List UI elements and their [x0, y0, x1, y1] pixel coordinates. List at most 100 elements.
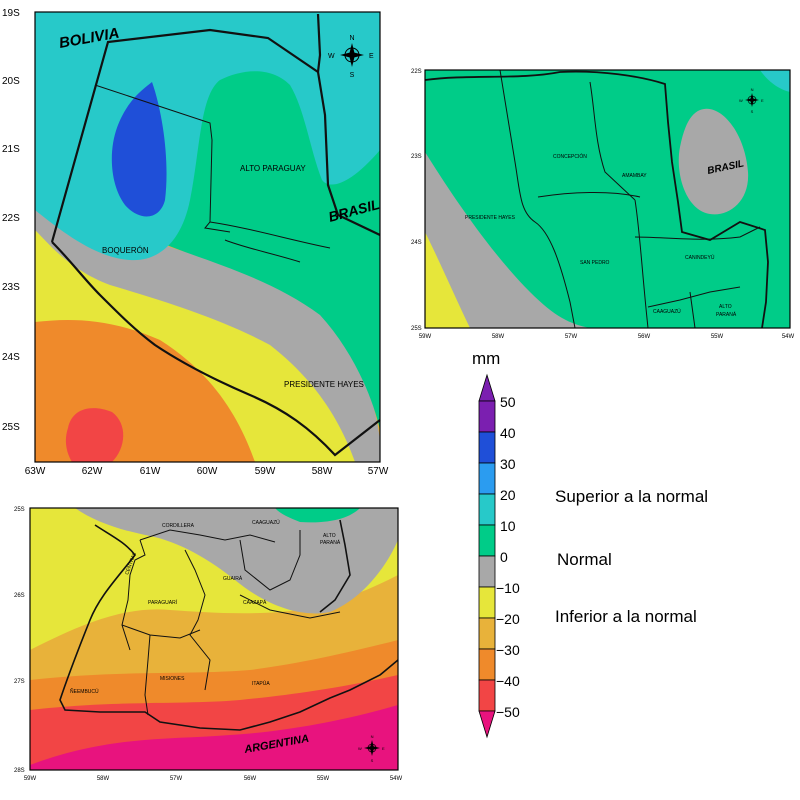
lat-axis: 22S 23S 24S 25S: [411, 69, 422, 332]
lat-label: 24S: [411, 240, 422, 246]
lat-label: 26S: [14, 593, 25, 599]
map-north: 22S 23S 24S 25S 59W 58W 57W 56W 55W 54W …: [410, 62, 800, 342]
colorbar-bottom-arrow: [478, 710, 496, 739]
lat-label: 22S: [411, 69, 422, 75]
lon-label: 56W: [244, 776, 257, 782]
map-south-svg: 25S 26S 27S 28S 59W 58W 57W 56W 55W 54W …: [14, 507, 403, 782]
dept-label-caazapa: CAAZAPÁ: [243, 599, 267, 606]
dept-label-caaguazu: CAAGUAZÚ: [252, 519, 280, 526]
department-borders: [121, 529, 341, 716]
colorbar-tick: −40: [496, 673, 520, 689]
colorbar-segment: [478, 524, 496, 557]
dept-label-guaira: GUAIRÁ: [223, 575, 243, 582]
colorbar-segment: [478, 431, 496, 464]
lon-label: 57W: [170, 776, 183, 782]
compass-s: S: [350, 72, 355, 79]
lon-label: 58W: [97, 776, 110, 782]
map-south: 25S 26S 27S 28S 59W 58W 57W 56W 55W 54W …: [0, 500, 410, 790]
dept-label-alto-parana: PARANÁ: [716, 311, 737, 318]
lon-label: 55W: [711, 334, 724, 340]
compass-w: W: [358, 746, 362, 751]
compass-e: E: [761, 98, 764, 103]
lat-label: 23S: [411, 154, 422, 160]
dept-label-boqueron: BOQUERÓN: [102, 246, 149, 255]
lon-label: 59W: [419, 334, 432, 340]
lon-label: 58W: [312, 466, 333, 477]
colorbar: mm 50 40 30 20 10 0 −10 −20 −30 −40 −50: [460, 345, 540, 775]
dept-label-neembucu: ÑEEMBUCÚ: [70, 688, 99, 695]
map-chaco-svg: 19S 20S 21S 22S 23S 24S 25S 63W 62W 61W …: [2, 8, 389, 477]
lat-axis: 19S 20S 21S 22S 23S 24S 25S: [2, 8, 20, 433]
dept-label-presidente-hayes: PRESIDENTE HAYES: [465, 215, 516, 221]
lon-label: 62W: [82, 466, 103, 477]
compass-w: W: [739, 98, 743, 103]
dept-label-presidente-hayes: PRESIDENTE HAYES: [284, 380, 364, 389]
lat-label: 19S: [2, 8, 20, 19]
colorbar-tick: 10: [500, 518, 516, 534]
dept-label-alto-parana: PARANÁ: [320, 539, 341, 546]
colorbar-tick: −50: [496, 704, 520, 720]
lon-label: 59W: [255, 466, 276, 477]
compass-n: N: [751, 87, 754, 92]
lat-label: 25S: [14, 507, 25, 513]
compass-e: E: [369, 53, 374, 60]
dept-label-alto-paraguay: ALTO PARAGUAY: [240, 164, 306, 173]
colorbar-tick: 40: [500, 425, 516, 441]
dept-label-cordillera: CORDILLERA: [162, 523, 195, 529]
lat-label: 23S: [2, 282, 20, 293]
colorbar-tick: −20: [496, 611, 520, 627]
lat-label: 22S: [2, 213, 20, 224]
colorbar-svg: [478, 373, 496, 739]
lon-label: 57W: [565, 334, 578, 340]
compass-n: N: [349, 35, 354, 42]
colorbar-tick: −30: [496, 642, 520, 658]
lon-label: 59W: [24, 776, 37, 782]
lon-label: 55W: [317, 776, 330, 782]
compass-rose-icon: N S E W: [328, 35, 374, 79]
compass-w: W: [328, 53, 335, 60]
lon-label: 57W: [368, 466, 389, 477]
country-borders: [59, 519, 399, 731]
colorbar-segment: [478, 462, 496, 495]
map-frame: [34, 11, 381, 463]
lat-label: 20S: [2, 76, 20, 87]
lon-axis: 59W 58W 57W 56W 55W 54W: [419, 334, 795, 340]
colorbar-unit: mm: [472, 349, 501, 368]
map-chaco: 19S 20S 21S 22S 23S 24S 25S 63W 62W 61W …: [0, 0, 400, 480]
dept-label-alto-parana: ALTO: [323, 533, 336, 539]
colorbar-segment: [478, 493, 496, 526]
colorbar-segment: [478, 617, 496, 650]
colorbar-top-arrow: [478, 373, 496, 402]
colorbar-segment: [478, 555, 496, 588]
colorbar-segment: [478, 400, 496, 433]
colorbar-tick: 20: [500, 487, 516, 503]
colorbar-segment: [478, 679, 496, 712]
anomaly-fill: [35, 12, 380, 462]
lat-label: 21S: [2, 144, 20, 155]
lat-label: 24S: [2, 352, 20, 363]
compass-s: S: [371, 758, 374, 763]
lon-label: 63W: [25, 466, 46, 477]
compass-s: S: [751, 109, 754, 114]
lat-label: 25S: [2, 422, 20, 433]
dept-label-alto-parana: ALTO: [719, 304, 732, 310]
lon-label: 56W: [638, 334, 651, 340]
map-frame: [424, 69, 791, 329]
lon-label: 61W: [140, 466, 161, 477]
lat-axis: 25S 26S 27S 28S: [14, 507, 25, 774]
lon-axis: 59W 58W 57W 56W 55W 54W: [24, 776, 403, 782]
lon-label: 54W: [782, 334, 795, 340]
colorbar-tick: 30: [500, 456, 516, 472]
legend-normal: Normal: [557, 550, 612, 569]
lon-label: 54W: [390, 776, 403, 782]
dept-label-itapua: ITAPÚA: [252, 680, 270, 687]
department-borders: [94, 84, 331, 263]
compass-n: N: [371, 734, 374, 739]
dept-labels: CONCEPCIÓN AMAMBAY PRESIDENTE HAYES SAN …: [465, 153, 737, 318]
dept-label-amambay: AMAMBAY: [622, 173, 647, 179]
dept-label-concepcion: CONCEPCIÓN: [553, 153, 587, 160]
country-borders: [424, 70, 769, 329]
dept-label-caaguazu: CAAGUAZÚ: [653, 308, 681, 315]
compass-rose-icon: N S E W: [358, 734, 385, 763]
lat-label: 27S: [14, 679, 25, 685]
